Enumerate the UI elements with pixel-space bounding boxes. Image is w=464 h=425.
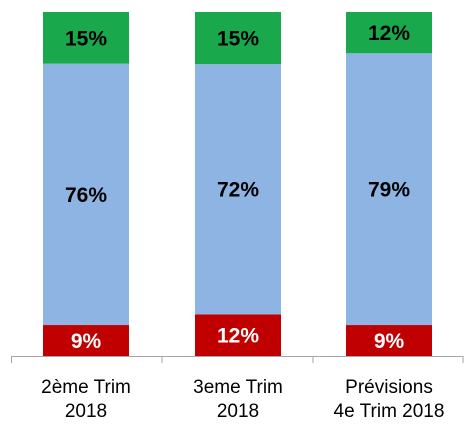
bar-segment-bottom-2 (195, 314, 281, 356)
data-label-top-3: 12% (368, 22, 410, 45)
bar-segment-middle-2 (195, 64, 281, 315)
data-label-middle-2: 72% (217, 179, 259, 202)
data-label-bottom-2: 12% (217, 325, 259, 348)
data-label-middle-1: 76% (65, 184, 107, 207)
data-label-middle-3: 79% (368, 179, 410, 202)
category-label-3-line-2: 4e Trim 2018 (334, 401, 445, 422)
bar-segment-top-2 (195, 12, 281, 65)
category-label-1-line-1: 2ème Trim (41, 377, 131, 398)
bar-segment-bottom-1 (43, 325, 129, 356)
bar-segment-top-1 (43, 12, 129, 64)
data-label-bottom-3: 9% (374, 330, 405, 353)
data-label-top-1: 15% (65, 27, 107, 50)
bar-segment-bottom-3 (346, 325, 432, 356)
category-label-1-line-2: 2018 (65, 401, 107, 422)
category-label-2-line-1: 3eme Trim (193, 377, 283, 398)
category-label-2-line-2: 2018 (217, 401, 259, 422)
x-axis (11, 356, 464, 363)
category-label-3-line-1: Prévisions (345, 377, 433, 398)
bar-segment-middle-1 (43, 63, 129, 326)
bar-segment-middle-3 (346, 53, 432, 326)
data-label-bottom-1: 9% (71, 330, 102, 353)
category-labels: 2ème Trim 2018 3eme Trim 2018 Prévisions 4e T… (41, 377, 444, 422)
data-label-top-2: 15% (217, 28, 259, 51)
bars-group: 9% 76% 15% 12% 72% 15% 9% 79% 12% (43, 12, 432, 356)
bar-segment-top-3 (346, 12, 432, 54)
